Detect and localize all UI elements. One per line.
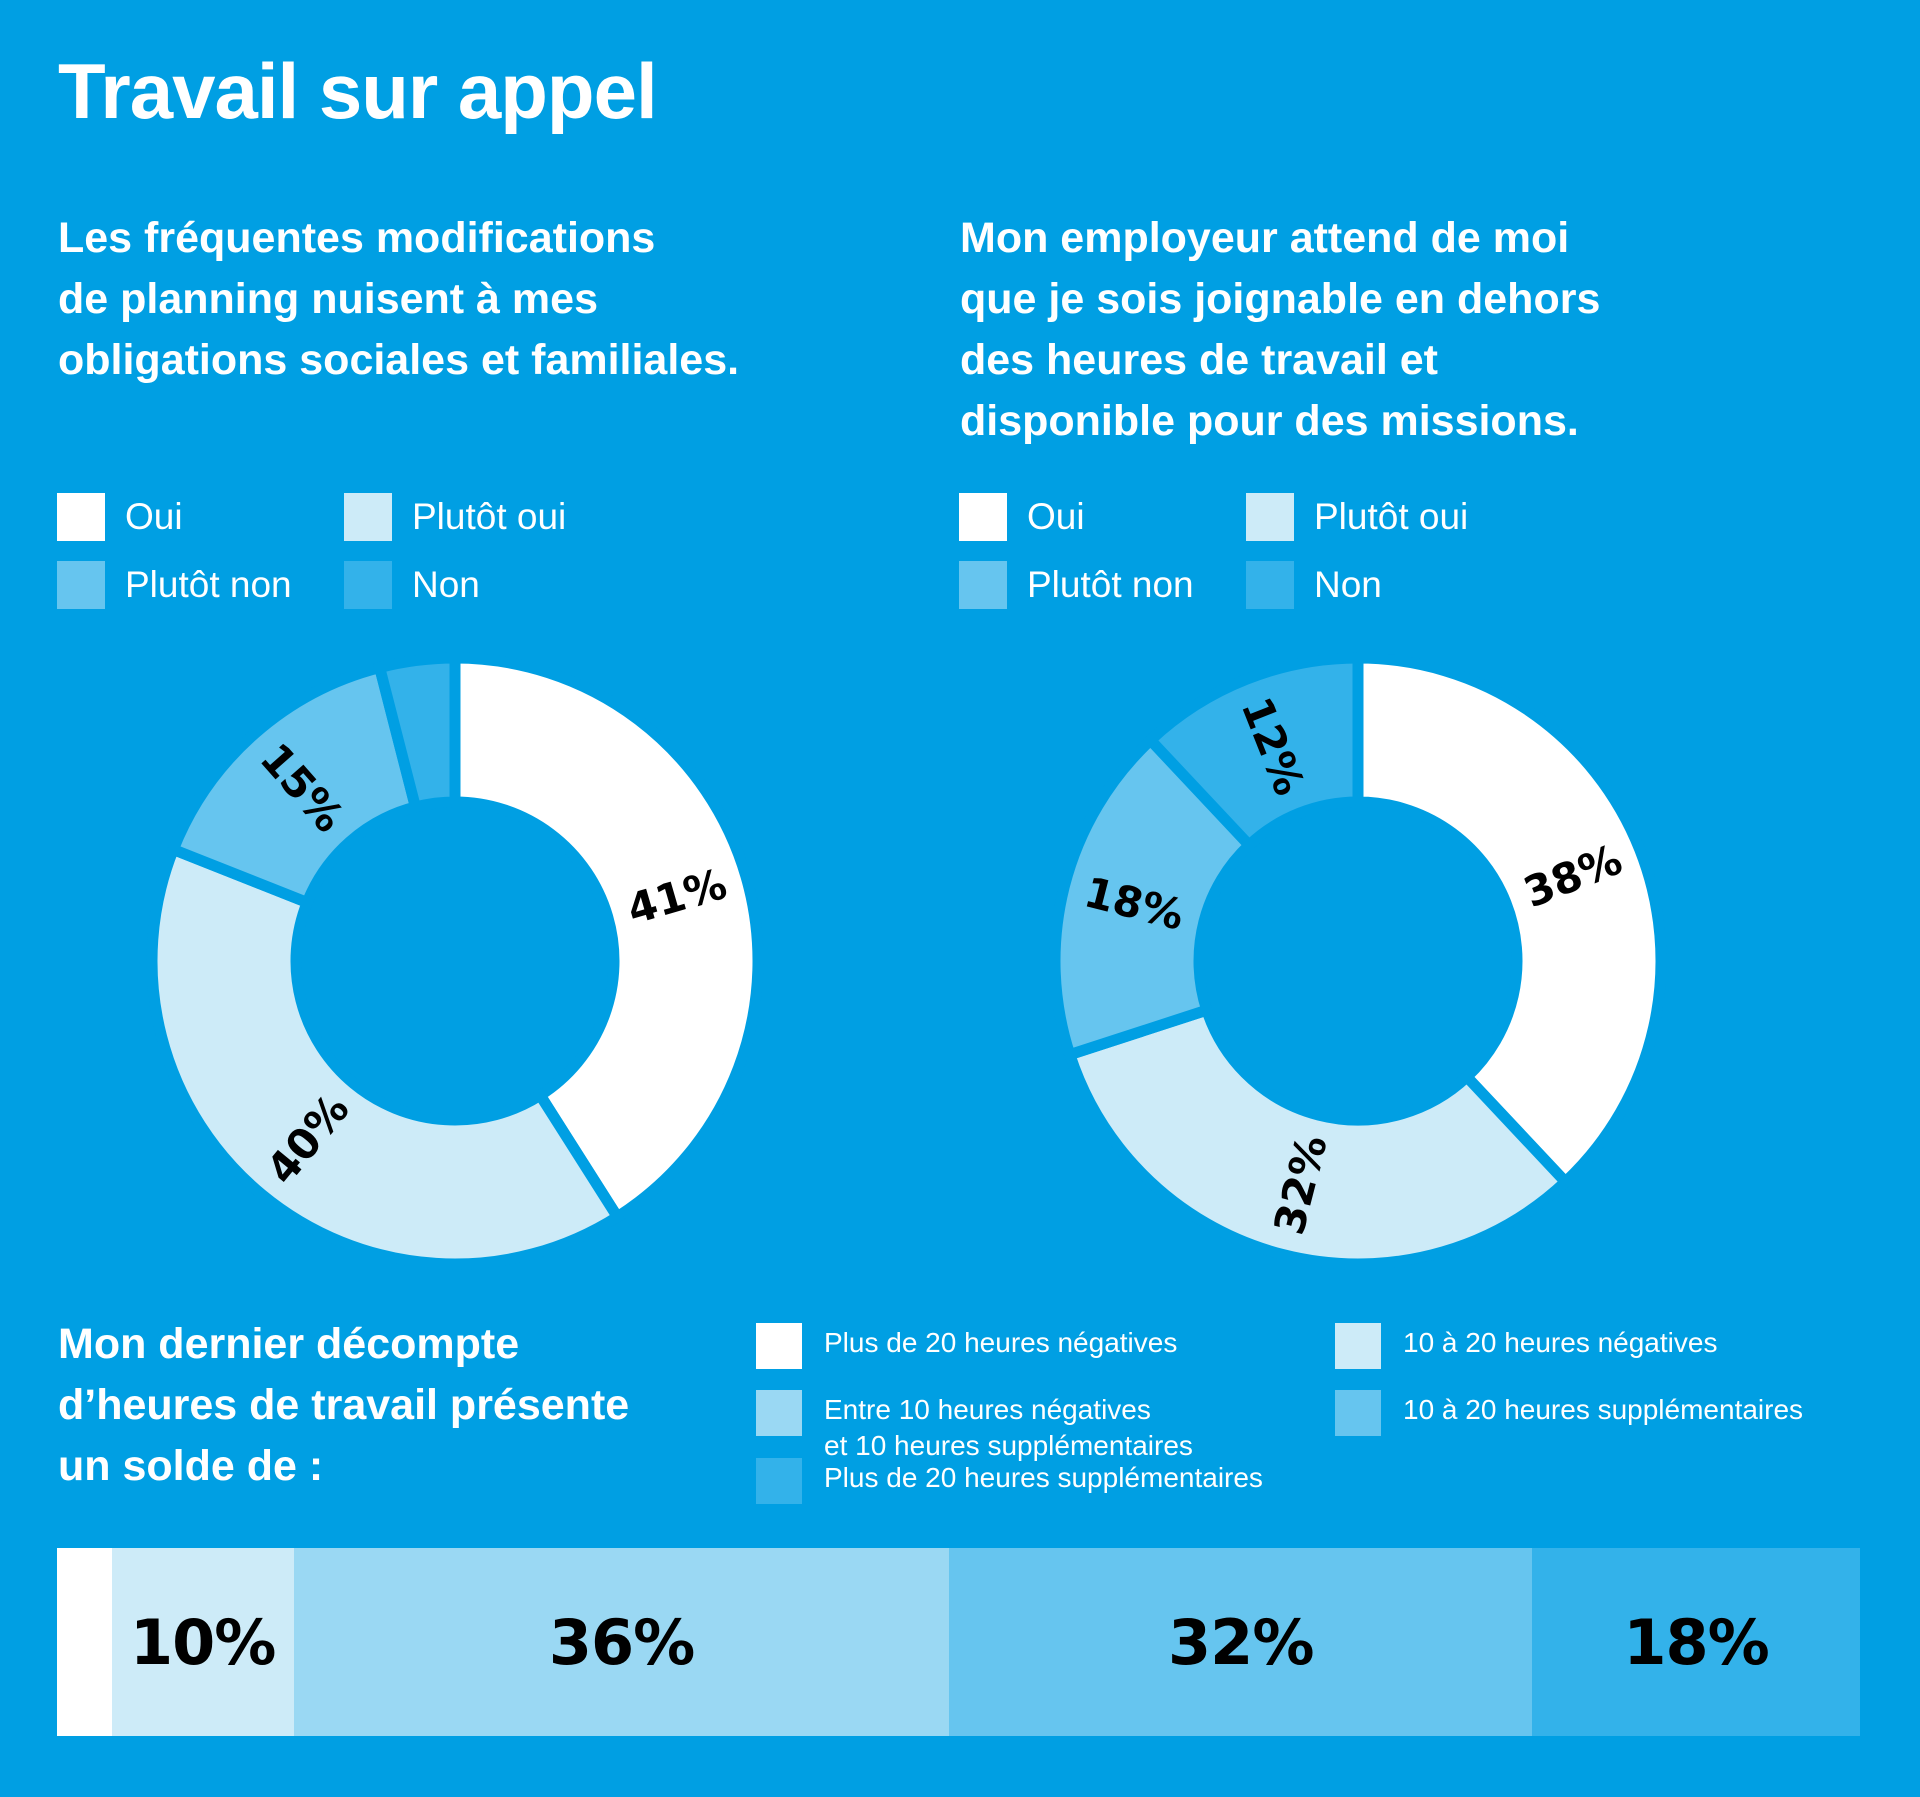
bar-segment-5: 18% bbox=[1532, 1548, 1860, 1736]
chart1-title: Les fréquentes modifications de planning… bbox=[58, 214, 740, 384]
legend-label: Non bbox=[412, 564, 480, 605]
legend-swatch bbox=[1246, 561, 1294, 609]
legend2-plutot-non: Plutôt non bbox=[959, 561, 1194, 609]
page-title: Travail sur appel bbox=[58, 47, 658, 135]
legend-label: Entre 10 heures négatives et 10 heures s… bbox=[824, 1394, 1193, 1461]
legend1-plutot-non: Plutôt non bbox=[57, 561, 292, 609]
legend-swatch bbox=[344, 493, 392, 541]
bar-legend-item-2: 10 à 20 heures négatives bbox=[1335, 1323, 1717, 1369]
bar-legend-item-1: Plus de 20 heures négatives bbox=[756, 1323, 1177, 1369]
legend-label: 10 à 20 heures négatives bbox=[1403, 1327, 1718, 1358]
legend-label: Plutôt oui bbox=[412, 496, 567, 537]
legend-label: Plutôt non bbox=[1027, 564, 1194, 605]
bar-segment-1 bbox=[57, 1548, 112, 1736]
legend-label: Oui bbox=[125, 496, 183, 537]
donut2-slice-3 bbox=[1142, 652, 1364, 853]
bar-segment-3: 36% bbox=[293, 1548, 950, 1736]
legend-swatch bbox=[756, 1458, 802, 1504]
donut2-slice-1 bbox=[1062, 1003, 1574, 1270]
legend-label: Plutôt non bbox=[125, 564, 292, 605]
legend-swatch bbox=[344, 561, 392, 609]
legend-swatch bbox=[959, 561, 1007, 609]
chart3-title: Mon dernier décompte d’heures de travail… bbox=[58, 1320, 630, 1490]
legend-swatch bbox=[756, 1323, 802, 1369]
stacked-bar: 10% 36% 32% 18% bbox=[57, 1548, 1860, 1736]
bar-legend-item-3: Entre 10 heures négatives et 10 heures s… bbox=[756, 1390, 1193, 1464]
legend2-plutot-oui: Plutôt oui bbox=[1246, 493, 1468, 541]
bar-label-2: 10% bbox=[129, 1605, 276, 1679]
bar-legend-item-4: 10 à 20 heures supplémentaires bbox=[1335, 1390, 1803, 1436]
legend-label: Non bbox=[1314, 564, 1382, 605]
bar-label-4: 32% bbox=[1168, 1605, 1314, 1679]
legend-swatch bbox=[1246, 493, 1294, 541]
legend-label: Plutôt oui bbox=[1314, 496, 1469, 537]
legend-label: Oui bbox=[1027, 496, 1085, 537]
donut1-slice-2 bbox=[166, 660, 423, 910]
legend1-oui: Oui bbox=[57, 493, 183, 541]
chart2-title: Mon employeur attend de moi que je sois … bbox=[960, 214, 1601, 445]
bar-label-5: 18% bbox=[1623, 1605, 1769, 1679]
bar-legend-item-5: Plus de 20 heures supplémentaires bbox=[756, 1458, 1263, 1504]
legend1-non: Non bbox=[344, 561, 480, 609]
bar-label-3: 36% bbox=[548, 1605, 695, 1679]
legend-swatch bbox=[959, 493, 1007, 541]
legend1-plutot-oui: Plutôt oui bbox=[344, 493, 566, 541]
donut1-slice-1 bbox=[146, 842, 625, 1270]
legend-swatch bbox=[1335, 1323, 1381, 1369]
bar-segment-4: 32% bbox=[949, 1548, 1533, 1736]
donut1-slice-3 bbox=[372, 652, 461, 814]
donut1-slice-0 bbox=[449, 652, 764, 1225]
legend-swatch bbox=[1335, 1390, 1381, 1436]
legend2-non: Non bbox=[1246, 561, 1382, 609]
legend-label: 10 à 20 heures supplémentaires bbox=[1403, 1394, 1804, 1425]
legend-swatch bbox=[57, 561, 105, 609]
donut2-slice-2 bbox=[1049, 732, 1257, 1062]
donut2-slice-0 bbox=[1352, 652, 1667, 1190]
legend-label: Plus de 20 heures négatives bbox=[824, 1327, 1178, 1358]
bar-segment-2: 10% bbox=[111, 1548, 294, 1736]
legend2-oui: Oui bbox=[959, 493, 1085, 541]
legend-swatch bbox=[57, 493, 105, 541]
legend-swatch bbox=[756, 1390, 802, 1436]
legend-label: Plus de 20 heures supplémentaires bbox=[824, 1462, 1263, 1493]
